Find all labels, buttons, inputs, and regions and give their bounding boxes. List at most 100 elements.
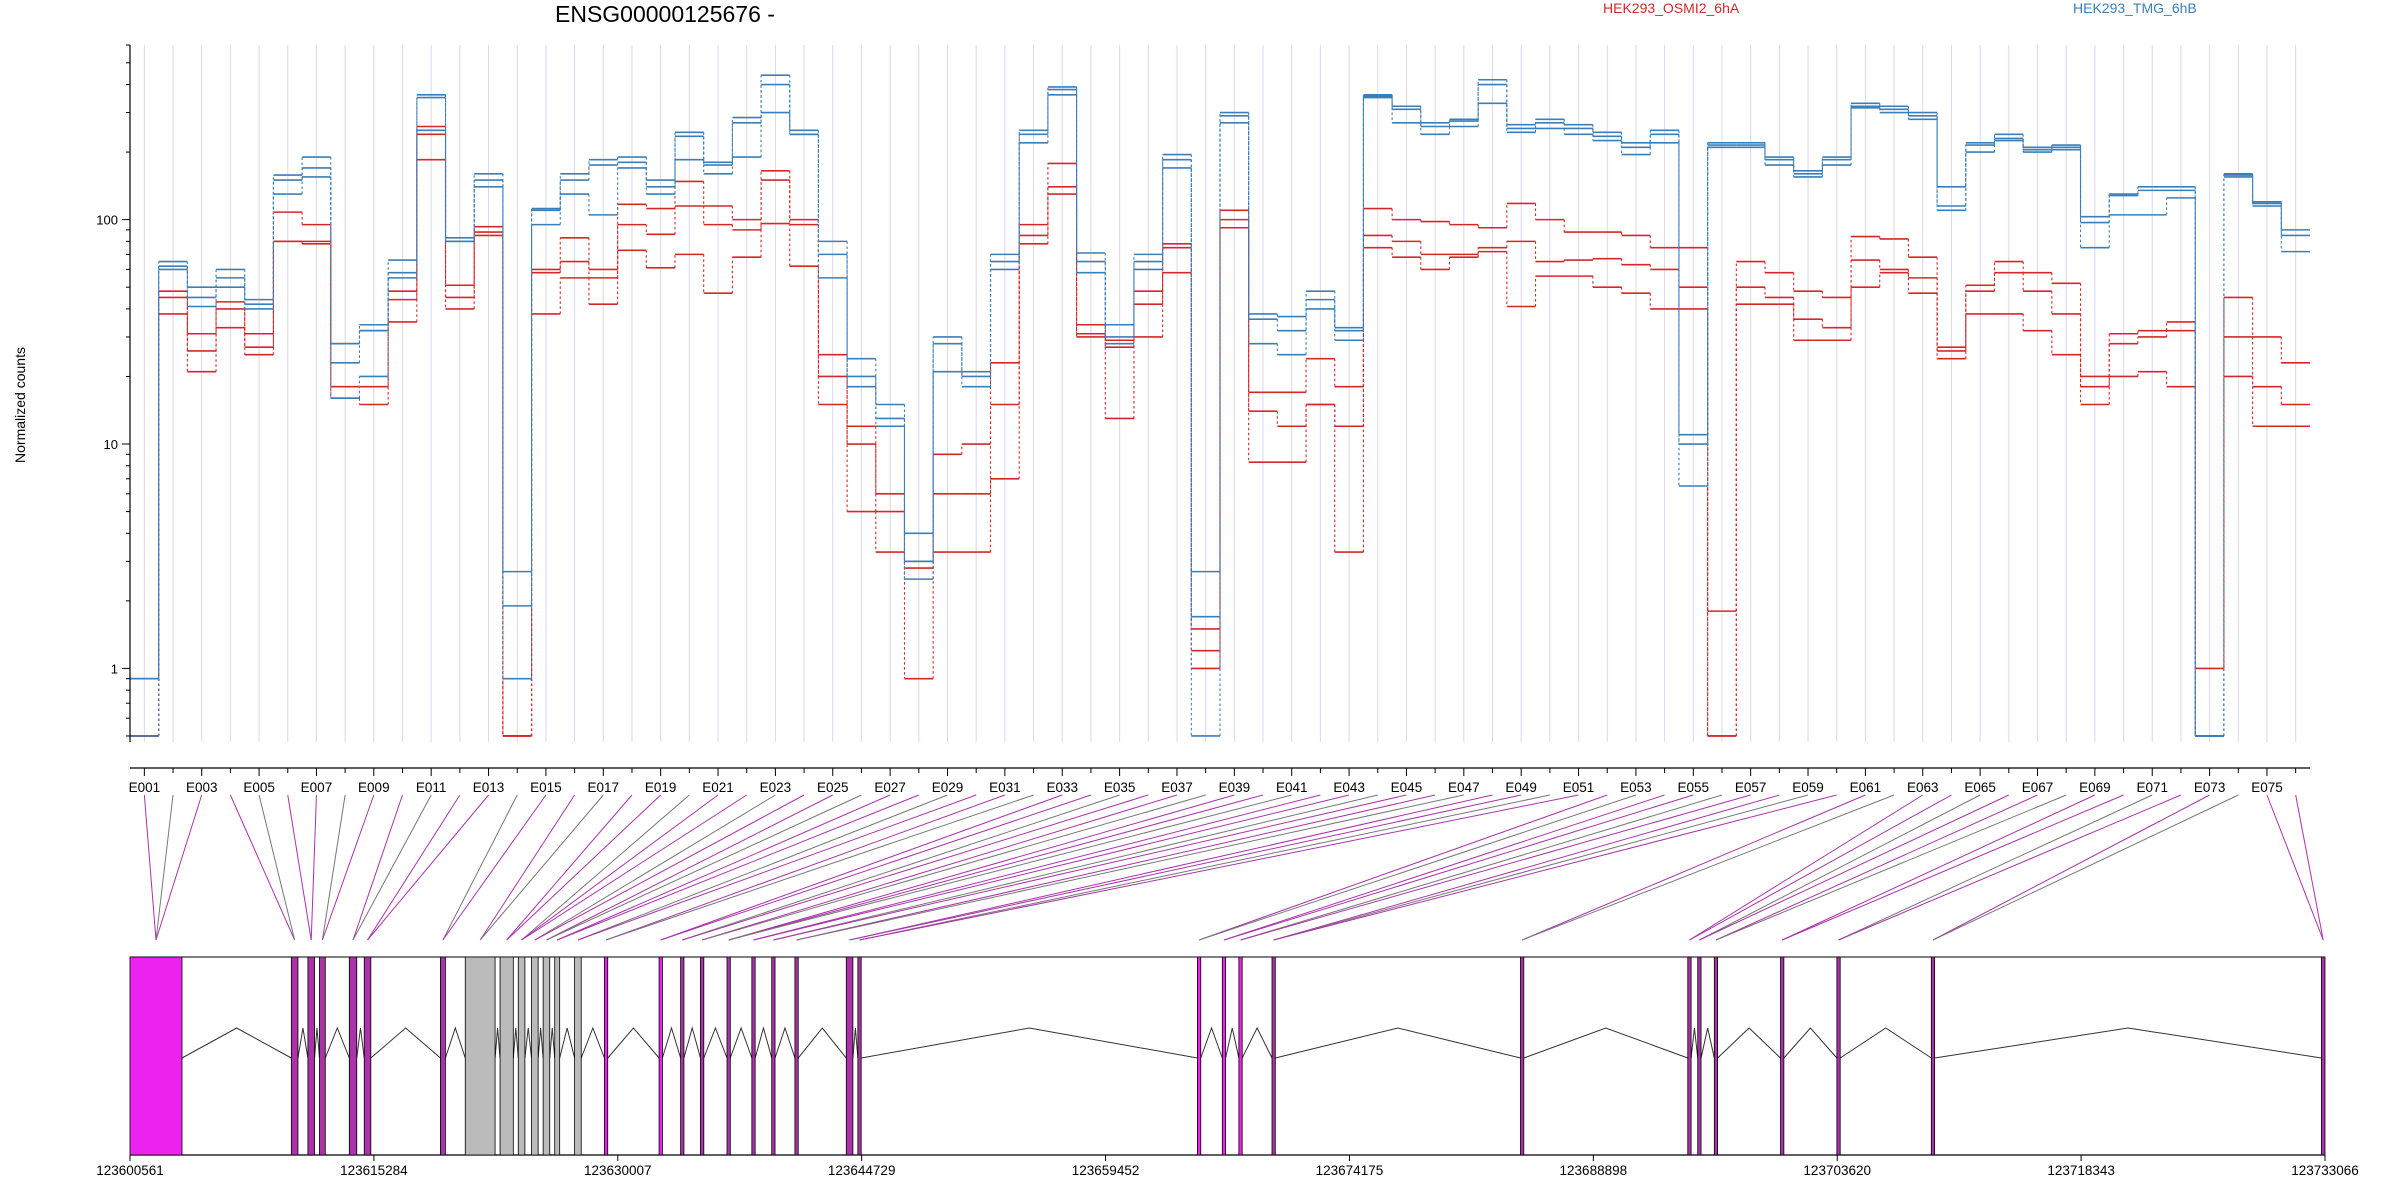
- exon-block: [1713, 956, 1719, 1156]
- exon-connector: [1521, 794, 1866, 941]
- exon-connector: [1521, 794, 1895, 941]
- exon-tick-label: E041: [1276, 780, 1308, 795]
- exon-tick-label: E057: [1735, 780, 1767, 795]
- exon-connector: [753, 794, 1350, 941]
- intron-line: [1783, 1027, 1838, 1059]
- exon-connector: [1240, 794, 1723, 941]
- exon-connector: [367, 794, 461, 941]
- exon-tick-label: E009: [358, 780, 390, 795]
- genome-tick-label: 123718343: [2047, 1163, 2115, 1178]
- exon-connector: [1273, 794, 1837, 941]
- genome-tick-label: 123630007: [584, 1163, 652, 1178]
- exon-block: [307, 956, 315, 1156]
- y-axis: 1 10 100: [96, 44, 131, 742]
- exon-block: [363, 956, 372, 1156]
- exon-connector: [1699, 794, 2010, 941]
- exon-connector: [521, 794, 747, 941]
- exon-connector: [1838, 794, 2153, 941]
- series-lines: [130, 74, 2310, 737]
- legend-entry-tmg: HEK293_TMG_6hB: [2073, 0, 2197, 16]
- y-tick-label: 1: [111, 661, 118, 676]
- exon-tick-label: E017: [588, 780, 620, 795]
- exon-connector: [1198, 794, 1608, 941]
- exon-connector: [442, 794, 518, 941]
- exon-connector: [155, 794, 203, 941]
- intron-line: [297, 1027, 309, 1059]
- exon-connector: [534, 794, 776, 941]
- genome-tick-label: 123674175: [1316, 1163, 1384, 1178]
- exon-block: [751, 956, 756, 1156]
- exon-block: [464, 956, 496, 1156]
- y-tick-label: 100: [96, 213, 118, 228]
- exon-connector: [660, 794, 1063, 941]
- exon-connector: [728, 794, 1292, 941]
- intron-line: [549, 1027, 556, 1059]
- exon-connector: [321, 794, 346, 941]
- exon-connector: [1715, 794, 2038, 941]
- intron-line: [370, 1027, 441, 1059]
- exon-tick-label: E069: [2079, 780, 2111, 795]
- exon-block: [794, 956, 799, 1156]
- intron-line: [580, 1026, 605, 1059]
- exon-connector: [310, 794, 317, 941]
- exon-tick-label: E071: [2136, 780, 2168, 795]
- intron-line: [861, 1027, 1198, 1059]
- legend-entry-osmi2: HEK293_OSMI2_6hA: [1603, 0, 1740, 16]
- exon-connector: [1932, 794, 2239, 941]
- exon-block: [1780, 956, 1785, 1156]
- exon-tick-label: E025: [817, 780, 849, 795]
- exon-block: [1687, 956, 1692, 1156]
- exon-connector: [859, 794, 1550, 941]
- exon-block: [517, 956, 526, 1156]
- exon-tick-label: E015: [530, 780, 562, 795]
- intron-line: [559, 1027, 576, 1059]
- intron-line: [607, 1027, 660, 1059]
- exon-connector: [702, 794, 1206, 941]
- exon-tick-label: E029: [932, 780, 964, 795]
- exon-connector: [1699, 794, 1981, 941]
- exon-tick-label: E033: [1046, 780, 1078, 795]
- exon-connector: [1240, 794, 1751, 941]
- exon-axis: E001 E003 E005 E007 E009 E011 E013 E015 E017 E019…: [129, 767, 2310, 795]
- intron-line: [1241, 1026, 1273, 1059]
- genome-tick-label: 123688898: [1560, 1163, 1628, 1178]
- exon-connector: [442, 794, 547, 941]
- intron-line: [1523, 1027, 1688, 1059]
- exon-tick-label: E051: [1563, 780, 1595, 795]
- genome-tick-label: 123733066: [2291, 1163, 2359, 1178]
- y-axis-label: Normalized counts: [12, 347, 28, 463]
- exon-connector: [479, 794, 604, 941]
- exon-block: [1836, 956, 1841, 1156]
- exon-to-genome-connectors: [143, 794, 2324, 941]
- exon-tick-label: E045: [1391, 780, 1423, 795]
- exon-tick-label: E053: [1620, 780, 1652, 795]
- exon-tick-label: E003: [186, 780, 218, 795]
- exon-connector: [521, 794, 719, 941]
- exon-block: [1930, 956, 1936, 1156]
- exon-block: [857, 956, 862, 1156]
- exon-tick-label: E021: [702, 780, 734, 795]
- exon-tick-label: E005: [243, 780, 275, 795]
- exon-tick-label: E001: [129, 780, 161, 795]
- exon-block: [1697, 956, 1702, 1156]
- exon-connector: [682, 794, 1149, 941]
- exon-connector: [155, 794, 174, 941]
- exon-block: [290, 956, 299, 1156]
- intron-line: [181, 1027, 292, 1059]
- exon-connector: [1223, 794, 1694, 941]
- exon-connector: [546, 794, 833, 941]
- genome-tick-label: 123600561: [96, 1163, 164, 1178]
- exon-tick-label: E075: [2251, 780, 2283, 795]
- exon-tick-label: E043: [1333, 780, 1365, 795]
- exon-connector: [728, 794, 1235, 941]
- exon-tick-label: E037: [1161, 780, 1193, 795]
- intron-line: [494, 1027, 501, 1059]
- exon-block: [531, 956, 539, 1156]
- intron-line: [1225, 1027, 1240, 1059]
- exon-connector: [352, 794, 432, 941]
- genome-coordinate-axis: 123600561 123615284 123630007 123644729 1236…: [96, 1155, 2359, 1178]
- intron-line: [356, 1027, 365, 1059]
- exon-connector: [753, 794, 1321, 941]
- exon-connector: [557, 794, 920, 941]
- exon-connector: [143, 794, 157, 941]
